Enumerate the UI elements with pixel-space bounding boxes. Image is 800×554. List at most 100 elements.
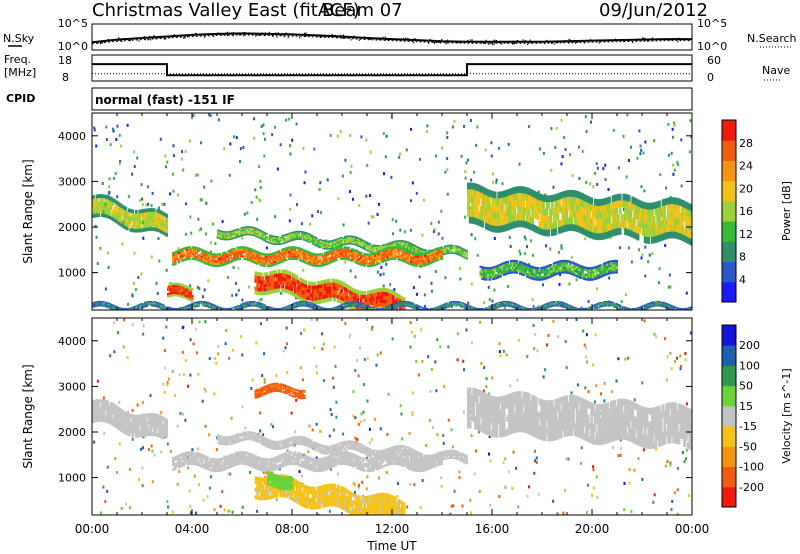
power-band-cell (354, 237, 358, 240)
power-band-cell (322, 263, 325, 267)
power-band-cell (218, 253, 222, 256)
power-band-cell (483, 278, 486, 281)
power-band-cell (488, 210, 492, 218)
power-speckle (155, 281, 158, 285)
power-band-cell (454, 248, 458, 250)
power-band-cell (225, 235, 229, 238)
power-band-cell (295, 306, 299, 308)
power-band-cell (259, 272, 263, 277)
power-band-cell (317, 285, 320, 289)
power-band-cell (336, 294, 340, 299)
power-band-cell (383, 303, 386, 307)
power-band-cell (245, 303, 249, 305)
noise-sample (642, 37, 644, 39)
power-band-cell (270, 308, 274, 310)
power-band-cell (109, 216, 113, 220)
power-speckle (636, 156, 639, 160)
power-band-cell (213, 304, 217, 306)
power-band-cell (556, 263, 560, 266)
power-speckle (360, 135, 363, 139)
power-band-cell (681, 199, 685, 207)
power-band-cell (111, 306, 115, 308)
power-band-cell (572, 271, 576, 274)
noise-sample (107, 38, 109, 41)
power-band-cell (420, 255, 424, 258)
power-band-cell (465, 250, 468, 252)
power-band-cell (138, 221, 142, 225)
power-band-cell (177, 308, 181, 310)
power-band-cell (565, 269, 568, 272)
power-band-cell (247, 303, 251, 305)
power-band-cell (250, 248, 254, 251)
power-band-cell (600, 212, 604, 220)
power-speckle (491, 299, 494, 303)
power-band-cell (261, 308, 265, 310)
power-band-cell (213, 255, 216, 258)
power-band-cell (513, 266, 517, 269)
power-band-cell (258, 279, 261, 284)
power-band-cell (272, 256, 275, 260)
power-band-cell (595, 265, 599, 269)
power-band-cell (188, 255, 191, 258)
power-band-cell (524, 267, 527, 270)
power-band-cell (211, 307, 215, 309)
power-band-cell (559, 260, 563, 263)
power-band-cell (352, 238, 356, 241)
power-band-cell (368, 253, 372, 256)
power-band-cell (597, 265, 601, 268)
power-band-cell (263, 264, 266, 267)
power-band-cell (581, 220, 585, 228)
power-band-cell (156, 306, 160, 308)
power-band-cell (379, 248, 383, 250)
power-band-cell (223, 256, 227, 259)
power-band-cell (263, 304, 267, 306)
power-band-cell (420, 248, 424, 250)
noise-sample (551, 42, 553, 44)
freq-left-tick-bottom: 8 (62, 71, 69, 84)
power-band-cell (531, 196, 535, 204)
power-speckle (464, 170, 467, 174)
power-band-cell (415, 252, 418, 254)
power-band-cell (222, 307, 226, 309)
power-speckle (313, 147, 316, 151)
power-band-cell (449, 249, 452, 251)
power-band-cell (336, 242, 340, 245)
power-band-cell (661, 226, 665, 234)
power-band-cell (508, 269, 511, 272)
power-band-cell (317, 300, 320, 305)
power-band-cell (256, 253, 259, 256)
power-band-cell (359, 254, 363, 257)
power-band-cell (438, 255, 442, 259)
power-band-cell (588, 210, 592, 218)
power-speckle (302, 268, 305, 272)
power-band-cell (522, 186, 526, 194)
power-band-cell (590, 269, 593, 272)
power-band-cell (379, 259, 383, 262)
power-band-cell (338, 243, 342, 246)
power-band-cell (367, 294, 370, 299)
power-band-cell (483, 214, 486, 222)
power-band-cell (207, 263, 211, 266)
power-speckle (133, 165, 136, 169)
power-band-cell (399, 311, 402, 315)
power-speckle (652, 139, 655, 143)
power-band-cell (306, 288, 310, 293)
power-band-cell (216, 257, 220, 261)
power-speckle (538, 147, 541, 151)
power-band-cell (200, 301, 204, 303)
power-band-cell (279, 243, 283, 245)
power-band-cell (142, 212, 145, 217)
noise-sample (546, 39, 548, 42)
power-band-cell (295, 246, 299, 249)
power-band-cell (490, 204, 493, 212)
power-band-cell (609, 223, 613, 231)
power-speckle (229, 142, 232, 146)
power-band-cell (349, 238, 352, 240)
power-band-cell (240, 233, 243, 235)
power-band-cell (177, 258, 181, 262)
power-band-cell (268, 253, 272, 256)
power-band-cell (219, 312, 222, 313)
power-band-cell (583, 221, 586, 229)
power-band-cell (149, 211, 152, 216)
power-band-cell (592, 271, 595, 274)
